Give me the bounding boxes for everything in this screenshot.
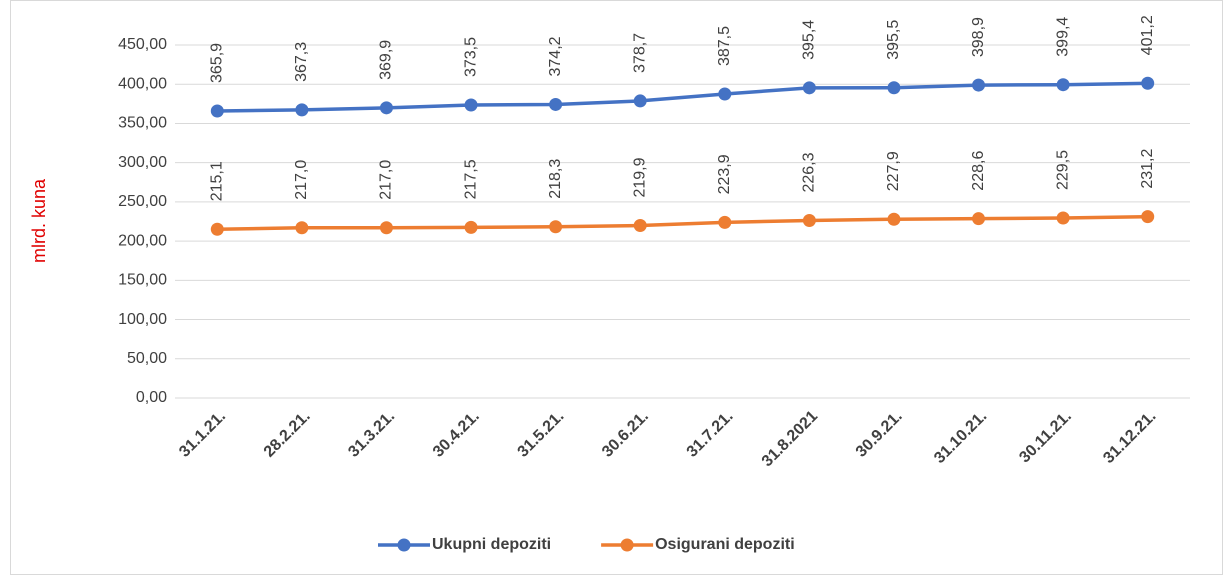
- data-label: 226,3: [801, 152, 818, 192]
- data-label: 395,5: [885, 20, 902, 60]
- data-point: [887, 81, 901, 95]
- data-point: [295, 103, 309, 117]
- legend-marker: [620, 538, 634, 552]
- data-point: [802, 81, 816, 95]
- data-point: [887, 212, 901, 226]
- data-label: 395,4: [801, 20, 818, 60]
- y-tick-label: 200,00: [118, 232, 167, 249]
- data-label: 215,1: [209, 161, 226, 201]
- data-label: 218,3: [547, 159, 564, 199]
- data-point: [379, 221, 393, 235]
- data-point: [1056, 78, 1070, 92]
- y-tick-label: 300,00: [118, 154, 167, 171]
- data-label: 399,4: [1054, 17, 1071, 57]
- series-line: [217, 81, 1148, 113]
- y-tick-label: 50,00: [127, 350, 167, 367]
- y-tick-label: 350,00: [118, 115, 167, 132]
- y-tick-label: 150,00: [118, 272, 167, 289]
- data-label: 227,9: [885, 151, 902, 191]
- data-point: [1141, 210, 1155, 224]
- data-point: [549, 220, 563, 234]
- data-point: [633, 94, 647, 108]
- data-label: 367,3: [293, 42, 310, 82]
- data-label: 378,7: [631, 33, 648, 73]
- legend-label: Ukupni depoziti: [432, 536, 551, 553]
- data-point: [1056, 211, 1070, 225]
- legend-label: Osigurani depoziti: [655, 536, 795, 553]
- y-axis-label: mlrd. kuna: [29, 178, 49, 263]
- data-point: [972, 212, 986, 226]
- data-point: [295, 221, 309, 235]
- y-tick-label: 250,00: [118, 193, 167, 210]
- series-line: [217, 214, 1148, 232]
- y-tick-label: 400,00: [118, 75, 167, 92]
- data-point: [718, 87, 732, 101]
- data-label: 387,5: [716, 26, 733, 66]
- data-label: 219,9: [631, 157, 648, 197]
- data-point: [210, 104, 224, 118]
- data-label: 217,0: [378, 160, 395, 200]
- data-label: 401,2: [1139, 15, 1156, 55]
- data-label: 217,5: [462, 159, 479, 199]
- data-point: [718, 215, 732, 229]
- data-label: 229,5: [1054, 150, 1071, 190]
- data-point: [633, 219, 647, 233]
- legend-marker: [397, 538, 411, 552]
- data-point: [972, 78, 986, 92]
- data-point: [464, 220, 478, 234]
- data-label: 223,9: [716, 154, 733, 194]
- data-point: [1141, 76, 1155, 90]
- data-label: 365,9: [209, 43, 226, 83]
- data-label: 374,2: [547, 36, 564, 76]
- data-label: 217,0: [293, 160, 310, 200]
- data-label: 398,9: [970, 17, 987, 57]
- data-label: 228,6: [970, 151, 987, 191]
- data-point: [464, 98, 478, 112]
- y-tick-label: 450,00: [118, 36, 167, 53]
- data-point: [549, 97, 563, 111]
- data-label: 373,5: [462, 37, 479, 77]
- chart-frame: [10, 0, 1223, 575]
- y-tick-label: 0,00: [136, 389, 167, 406]
- data-label: 231,2: [1139, 149, 1156, 189]
- data-point: [210, 222, 224, 236]
- y-tick-label: 100,00: [118, 311, 167, 328]
- data-point: [802, 213, 816, 227]
- data-label: 369,9: [378, 40, 395, 80]
- data-point: [379, 101, 393, 115]
